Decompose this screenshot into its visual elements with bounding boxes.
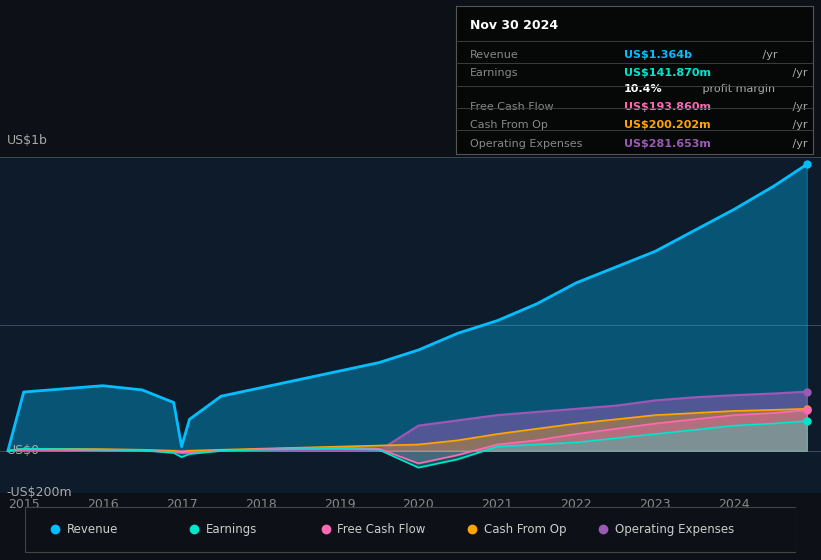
- Text: US$281.653m: US$281.653m: [623, 139, 710, 148]
- Text: US$1b: US$1b: [7, 134, 48, 147]
- Text: US$1.364b: US$1.364b: [623, 50, 691, 60]
- Text: US$141.870m: US$141.870m: [623, 68, 710, 78]
- Text: 10.4%: 10.4%: [623, 85, 662, 95]
- Text: Operating Expenses: Operating Expenses: [470, 139, 582, 148]
- Text: /yr: /yr: [788, 120, 807, 130]
- Text: US$193.860m: US$193.860m: [623, 102, 710, 112]
- Text: Earnings: Earnings: [470, 68, 518, 78]
- Text: Free Cash Flow: Free Cash Flow: [337, 522, 425, 536]
- Text: Nov 30 2024: Nov 30 2024: [470, 19, 558, 32]
- Text: US$0: US$0: [7, 444, 39, 458]
- Text: US$200.202m: US$200.202m: [623, 120, 710, 130]
- Text: Revenue: Revenue: [67, 522, 118, 536]
- Text: Cash From Op: Cash From Op: [470, 120, 548, 130]
- Text: -US$200m: -US$200m: [7, 486, 72, 500]
- Text: /yr: /yr: [759, 50, 777, 60]
- Text: profit margin: profit margin: [699, 85, 775, 95]
- Text: /yr: /yr: [788, 68, 807, 78]
- Text: Cash From Op: Cash From Op: [484, 522, 566, 536]
- Text: Earnings: Earnings: [206, 522, 257, 536]
- Text: /yr: /yr: [788, 139, 807, 148]
- Text: Revenue: Revenue: [470, 50, 519, 60]
- Text: Free Cash Flow: Free Cash Flow: [470, 102, 553, 112]
- Text: Operating Expenses: Operating Expenses: [615, 522, 734, 536]
- Text: /yr: /yr: [788, 102, 807, 112]
